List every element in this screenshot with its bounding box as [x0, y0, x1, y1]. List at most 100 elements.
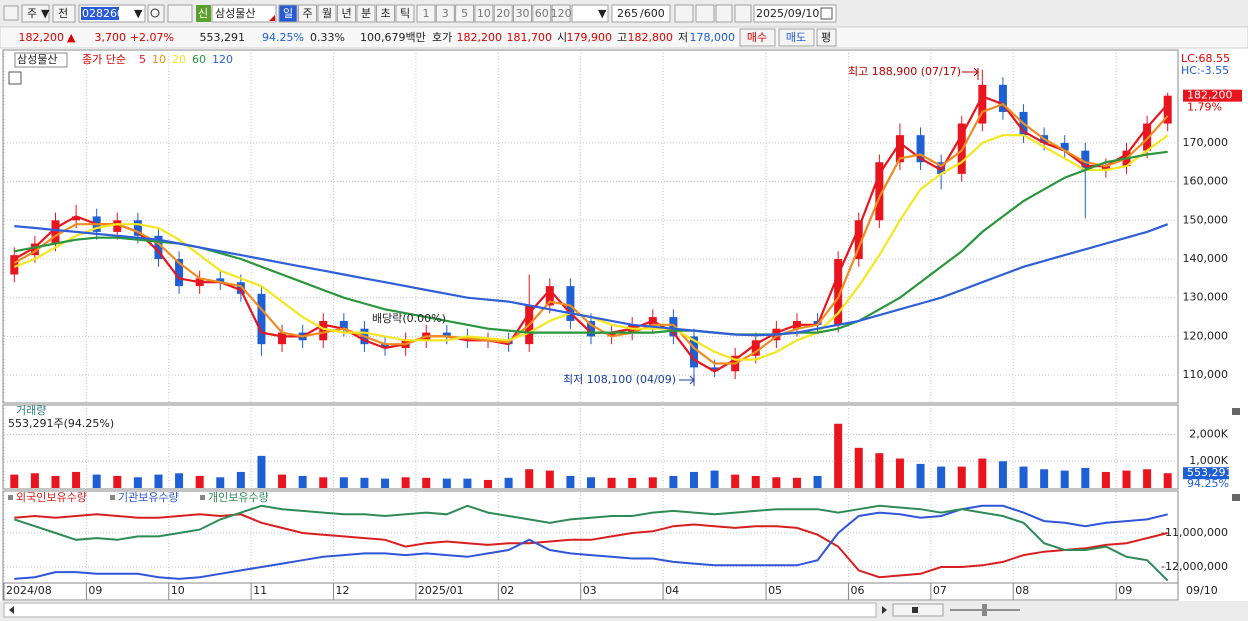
settings-button[interactable] [734, 4, 752, 23]
interval-input[interactable] [571, 4, 609, 23]
candle-body [854, 220, 863, 260]
range-button[interactable] [52, 4, 76, 23]
annotation: 최고 188,900 (07/17) [848, 65, 961, 78]
volume-bar [978, 458, 987, 488]
pane-icon[interactable] [1232, 408, 1240, 415]
candle-body [710, 367, 719, 372]
pane-info: 553,291주(94.25%) [8, 417, 114, 430]
period-label: 틱 [400, 7, 410, 20]
tool-button[interactable] [695, 4, 715, 23]
interval-button[interactable] [474, 4, 494, 23]
interval-button[interactable] [435, 4, 455, 23]
candle-body [978, 84, 987, 124]
x-tick-label: 06 [850, 584, 864, 597]
volume-bar [442, 478, 451, 488]
investor-line [14, 513, 1168, 579]
candle-body [916, 135, 925, 163]
investor-line [14, 504, 1168, 580]
volume-bar [360, 477, 369, 488]
candle-body [1101, 166, 1110, 170]
interval-button[interactable] [416, 4, 436, 23]
interval-button[interactable] [493, 4, 513, 23]
period-button[interactable] [278, 4, 298, 23]
table-icon[interactable] [8, 71, 22, 85]
search-button[interactable] [147, 4, 165, 23]
candle-body [669, 317, 678, 337]
period-button[interactable] [337, 4, 356, 23]
pane-icon[interactable] [1232, 494, 1240, 501]
volume-bar [669, 475, 678, 488]
volume-bar [113, 475, 122, 488]
save-button[interactable] [715, 4, 733, 23]
candle-body [257, 293, 266, 345]
interval-label: 20 [496, 7, 510, 20]
period-button[interactable] [376, 4, 395, 23]
interval-button[interactable] [532, 4, 552, 23]
avg-button[interactable] [816, 28, 837, 47]
volume-bar [463, 478, 472, 488]
zoom-thumb[interactable] [982, 604, 987, 616]
volume-bar [1101, 471, 1110, 488]
legend-label: 종가 단순 [82, 53, 126, 66]
period-button[interactable] [317, 4, 337, 23]
volume-bar [895, 458, 904, 488]
volume-bar [587, 477, 595, 488]
period-button[interactable] [298, 4, 317, 23]
y-tick-label: 170,000 [1183, 136, 1229, 149]
sound-button[interactable] [167, 4, 193, 23]
interval-button[interactable] [455, 4, 475, 23]
candle-body [1143, 123, 1152, 151]
candle-body [566, 286, 575, 321]
period-select[interactable] [21, 4, 50, 23]
menu-icon[interactable] [3, 5, 19, 21]
candle-body [442, 332, 451, 337]
last-volume-tag [1183, 467, 1229, 480]
period-label: 일 [283, 6, 293, 20]
volume-bar [51, 475, 60, 488]
legend-marker [8, 495, 13, 500]
volume-bar [792, 477, 801, 488]
ma-line [13, 102, 1169, 365]
tool-button[interactable] [674, 4, 694, 23]
sell-button[interactable] [778, 28, 815, 47]
scroll-left[interactable] [9, 606, 14, 614]
volume-bar [998, 461, 1007, 488]
buy-button[interactable] [739, 28, 776, 47]
volume-pane [2, 404, 1179, 490]
volume-bar [957, 466, 966, 488]
y-tick-label: 140,000 [1183, 252, 1229, 265]
candle-body [319, 320, 328, 341]
scrollbar[interactable] [3, 602, 877, 618]
volume-bar [566, 475, 575, 488]
candle-body [30, 243, 39, 256]
stock-name: 삼성물산 [215, 7, 255, 20]
volume: 553,291 [200, 31, 246, 44]
volume-bar [751, 475, 760, 488]
interval-button[interactable] [513, 4, 532, 23]
period-button[interactable] [395, 4, 415, 23]
scroll-right[interactable] [882, 606, 887, 614]
legend-entry: 20 [172, 53, 186, 66]
y-tick-label: -12,000,000 [1161, 560, 1228, 573]
volume-bar [1163, 473, 1172, 488]
range: 전 [58, 7, 68, 20]
volume-bar [710, 470, 719, 488]
low-label: 저 [678, 31, 688, 44]
last-price: 182,200 [1187, 89, 1233, 102]
candle-body [113, 220, 122, 232]
period-button[interactable] [356, 4, 376, 23]
investor-line [13, 504, 1169, 582]
last-volume: 553,291 [1187, 466, 1233, 479]
count-box[interactable] [611, 4, 671, 23]
candle-body [545, 286, 554, 306]
dropdown-arrow: ▼ [134, 7, 143, 20]
date-box[interactable] [753, 4, 837, 23]
period-label: 년 [341, 7, 351, 20]
x-tick-label: 05 [768, 584, 782, 597]
x-tick-label: 02 [500, 584, 514, 597]
tool-icons[interactable] [1027, 604, 1242, 616]
interval-button[interactable] [551, 4, 571, 23]
candle-body [1060, 142, 1069, 151]
volume-bar [689, 471, 698, 488]
volume-bar [30, 473, 39, 488]
